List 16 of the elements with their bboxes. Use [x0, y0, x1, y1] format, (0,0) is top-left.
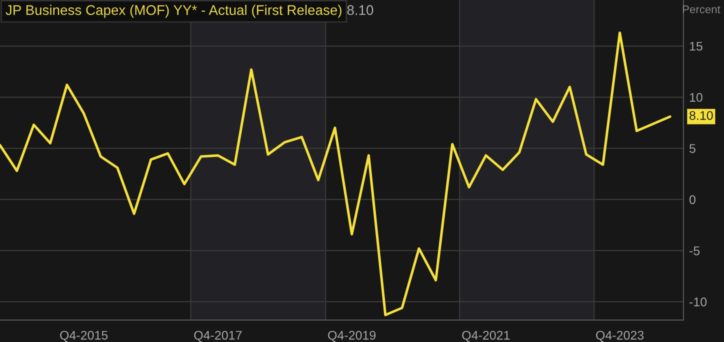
x-tick-label: Q4-2021 — [462, 330, 510, 342]
y-tick-label: -10 — [690, 298, 707, 306]
x-tick-label: Q4-2019 — [328, 330, 376, 342]
x-tick-label: Q4-2017 — [194, 330, 242, 342]
y-tick-label: 5 — [690, 144, 696, 153]
data-label: 8.10 — [690, 111, 713, 120]
line-series — [0, 31, 672, 316]
y-axis-title: Percent — [683, 6, 720, 14]
chart-title: JP Business Capex (MOF) YY* - Actual (First Release) — [6, 4, 342, 18]
x-tick-label: Q4-2015 — [60, 330, 108, 342]
y-tick-label: 10 — [690, 92, 702, 102]
chart-subtitle: 8.10 — [347, 5, 374, 16]
y-tick-label: 0 — [690, 195, 696, 204]
y-tick-label: -5 — [690, 246, 700, 256]
y-tick-label: 15 — [690, 42, 702, 51]
x-tick-label: Q4-2023 — [596, 330, 644, 342]
